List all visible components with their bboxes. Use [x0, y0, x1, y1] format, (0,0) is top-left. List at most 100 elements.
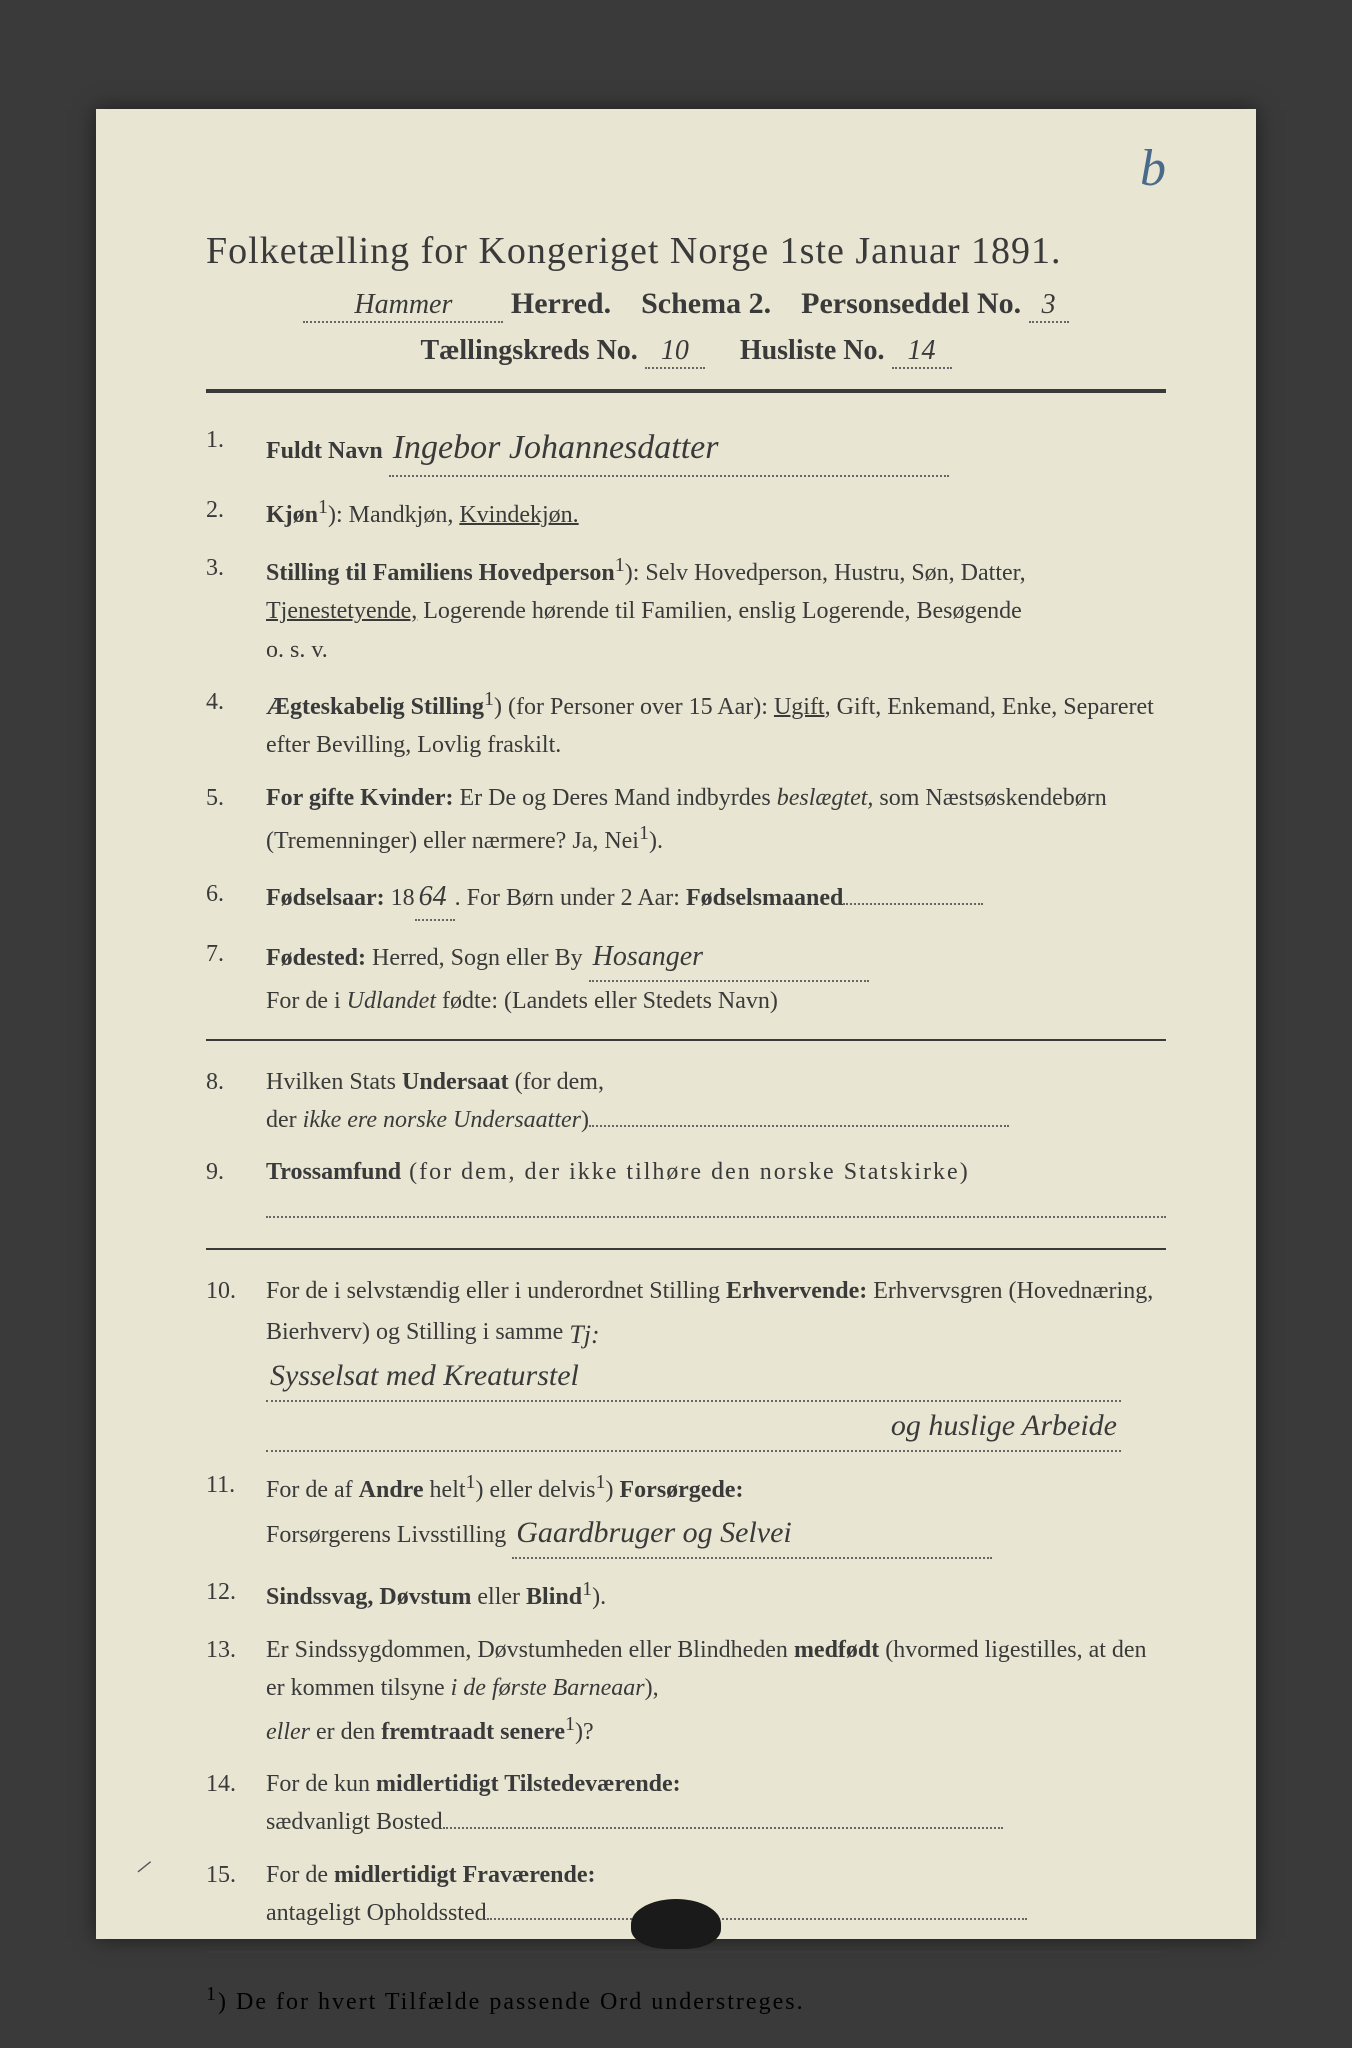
item-1-num: 1. — [206, 421, 266, 477]
item-13-text1: Er Sindssygdommen, Døvstumheden eller Bl… — [266, 1637, 794, 1663]
item-6-blank — [843, 881, 983, 905]
item-11-bold1: Andre — [359, 1477, 424, 1503]
item-10-hand1: Sysselsat med Kreaturstel — [266, 1352, 1121, 1402]
item-10-text1: For de i selvstændig eller i underordnet… — [266, 1278, 726, 1304]
item-13-text4: er den — [310, 1719, 381, 1745]
footnote: 1) De for hvert Tilfælde passende Ord un… — [206, 1983, 1166, 2016]
item-8-text2: (for dem, — [509, 1069, 604, 1095]
item-3-label: Stilling til Familiens Hovedperson — [266, 560, 615, 586]
item-15-text1: For de — [266, 1862, 334, 1888]
herred-handwritten: Hammer — [303, 289, 503, 323]
item-4-num: 4. — [206, 683, 266, 765]
item-14-text2: sædvanligt Bosted — [266, 1809, 443, 1835]
item-14-text1: For de kun — [266, 1771, 376, 1797]
item-11-hand: Gaardbruger og Selvei — [512, 1509, 992, 1559]
item-10-label: Erhvervende: — [726, 1278, 867, 1304]
census-form-paper: b Folketælling for Kongeriget Norge 1ste… — [96, 109, 1256, 1939]
item-9-num: 9. — [206, 1153, 266, 1230]
item-5: 5. For gifte Kvinder: Er De og Deres Man… — [206, 779, 1166, 861]
item-11-text1: For de af — [266, 1477, 359, 1503]
item-6: 6. Fødselsaar: 1864. For Børn under 2 Aa… — [206, 875, 1166, 922]
item-11-num: 11. — [206, 1466, 266, 1559]
item-13-text3: ), — [645, 1675, 659, 1701]
herred-label: Herred. — [511, 287, 611, 320]
item-3-underlined: Tjenestetyende, — [266, 598, 417, 624]
item-8: 8. Hvilken Stats Undersaat (for dem, der… — [206, 1063, 1166, 1140]
item-5-num: 5. — [206, 779, 266, 861]
item-12-num: 12. — [206, 1573, 266, 1616]
item-6-year-hand: 64 — [415, 875, 455, 922]
item-5-text1: Er De og Deres Mand indbyrdes — [454, 785, 777, 811]
item-12-label1: Sindssvag, — [266, 1584, 373, 1610]
item-2-num: 2. — [206, 491, 266, 534]
item-8-num: 8. — [206, 1063, 266, 1140]
item-2-underlined: Kvindekjøn. — [459, 502, 578, 528]
item-10-hand2: og huslige Arbeide — [266, 1402, 1121, 1452]
item-11: 11. For de af Andre helt1) eller delvis1… — [206, 1466, 1166, 1559]
item-13-text5: )? — [575, 1719, 594, 1745]
divider-mid2 — [206, 1248, 1166, 1250]
item-10-hand-small: Tj: — [569, 1320, 599, 1349]
item-3-text3: o. s. v. — [266, 637, 328, 663]
item-10-num: 10. — [206, 1272, 266, 1452]
personseddel-no: 3 — [1029, 289, 1069, 323]
footnote-sup: 1 — [206, 1983, 218, 2005]
item-2-sup: 1 — [318, 496, 328, 518]
item-11-text2: helt — [424, 1477, 466, 1503]
item-13-italic1: i de første Barneaar — [451, 1675, 645, 1701]
item-12-label3: Blind — [526, 1584, 582, 1610]
item-6-label: Fødselsaar: — [266, 885, 385, 911]
divider-top — [206, 389, 1166, 393]
item-7: 7. Fødested: Herred, Sogn eller By Hosan… — [206, 935, 1166, 1020]
item-15-num: 15. — [206, 1856, 266, 1933]
item-12-text2: ). — [592, 1584, 606, 1610]
item-11-text4: ) — [606, 1477, 620, 1503]
item-14: 14. For de kun midlertidigt Tilstedevære… — [206, 1765, 1166, 1842]
item-3: 3. Stilling til Familiens Hovedperson1):… — [206, 549, 1166, 669]
footnote-text: ) De for hvert Tilfælde passende Ord und… — [218, 1989, 805, 2015]
item-5-text3: ). — [649, 828, 663, 854]
item-4-underlined: Ugift, — [774, 694, 831, 720]
item-3-text2: Logerende hørende til Familien, enslig L… — [417, 598, 1021, 624]
item-7-text1: Herred, Sogn eller By — [366, 945, 583, 971]
item-2-text1: ): Mandkjøn, — [328, 502, 459, 528]
item-2: 2. Kjøn1): Mandkjøn, Kvindekjøn. — [206, 491, 1166, 534]
item-12-sup: 1 — [582, 1578, 592, 1600]
item-6-num: 6. — [206, 875, 266, 922]
husliste-no: 14 — [892, 335, 952, 369]
item-4-label: Ægteskabelig Stilling — [266, 694, 484, 720]
item-8-text4: ) — [581, 1107, 589, 1133]
item-3-sup: 1 — [615, 554, 625, 576]
item-4-sup: 1 — [484, 688, 494, 710]
item-5-label: For gifte Kvinder: — [266, 785, 454, 811]
item-2-label: Kjøn — [266, 502, 318, 528]
item-6-text1: . For Børn under 2 Aar: — [455, 885, 686, 911]
item-1-name-hand: Ingebor Johannesdatter — [389, 421, 949, 477]
item-3-text1: ): Selv Hovedperson, Hustru, Søn, Datter… — [625, 560, 1026, 586]
item-15-blank — [487, 1896, 1027, 1920]
kreds-label: Tællingskreds No. — [420, 335, 637, 366]
item-1-label: Fuldt Navn — [266, 438, 383, 464]
item-11-sup2: 1 — [596, 1471, 606, 1493]
item-11-text3: ) eller delvis — [476, 1477, 596, 1503]
item-7-label: Fødested: — [266, 945, 366, 971]
page-background: b Folketælling for Kongeriget Norge 1ste… — [0, 0, 1352, 2048]
item-11-label: Forsørgede: — [620, 1477, 744, 1503]
item-14-num: 14. — [206, 1765, 266, 1842]
item-9: 9. Trossamfund (for dem, der ikke tilhør… — [206, 1153, 1166, 1230]
item-7-hand: Hosanger — [589, 935, 869, 982]
header-line-2: Hammer Herred. Schema 2. Personseddel No… — [206, 287, 1166, 323]
item-14-bold1: midlertidigt Tilstedeværende: — [376, 1771, 681, 1797]
item-7-text2: For de i — [266, 988, 347, 1014]
item-8-label: Undersaat — [402, 1069, 509, 1095]
item-4: 4. Ægteskabelig Stilling1) (for Personer… — [206, 683, 1166, 765]
item-11-sup1: 1 — [466, 1471, 476, 1493]
ink-blot — [631, 1899, 721, 1949]
item-9-blank — [266, 1194, 1166, 1218]
item-13-bold1: medfødt — [794, 1637, 879, 1663]
divider-bottom — [206, 1951, 1166, 1953]
divider-mid — [206, 1039, 1166, 1041]
schema-label: Schema 2. — [641, 287, 771, 320]
item-5-sup: 1 — [639, 822, 649, 844]
item-8-text3: der — [266, 1107, 303, 1133]
